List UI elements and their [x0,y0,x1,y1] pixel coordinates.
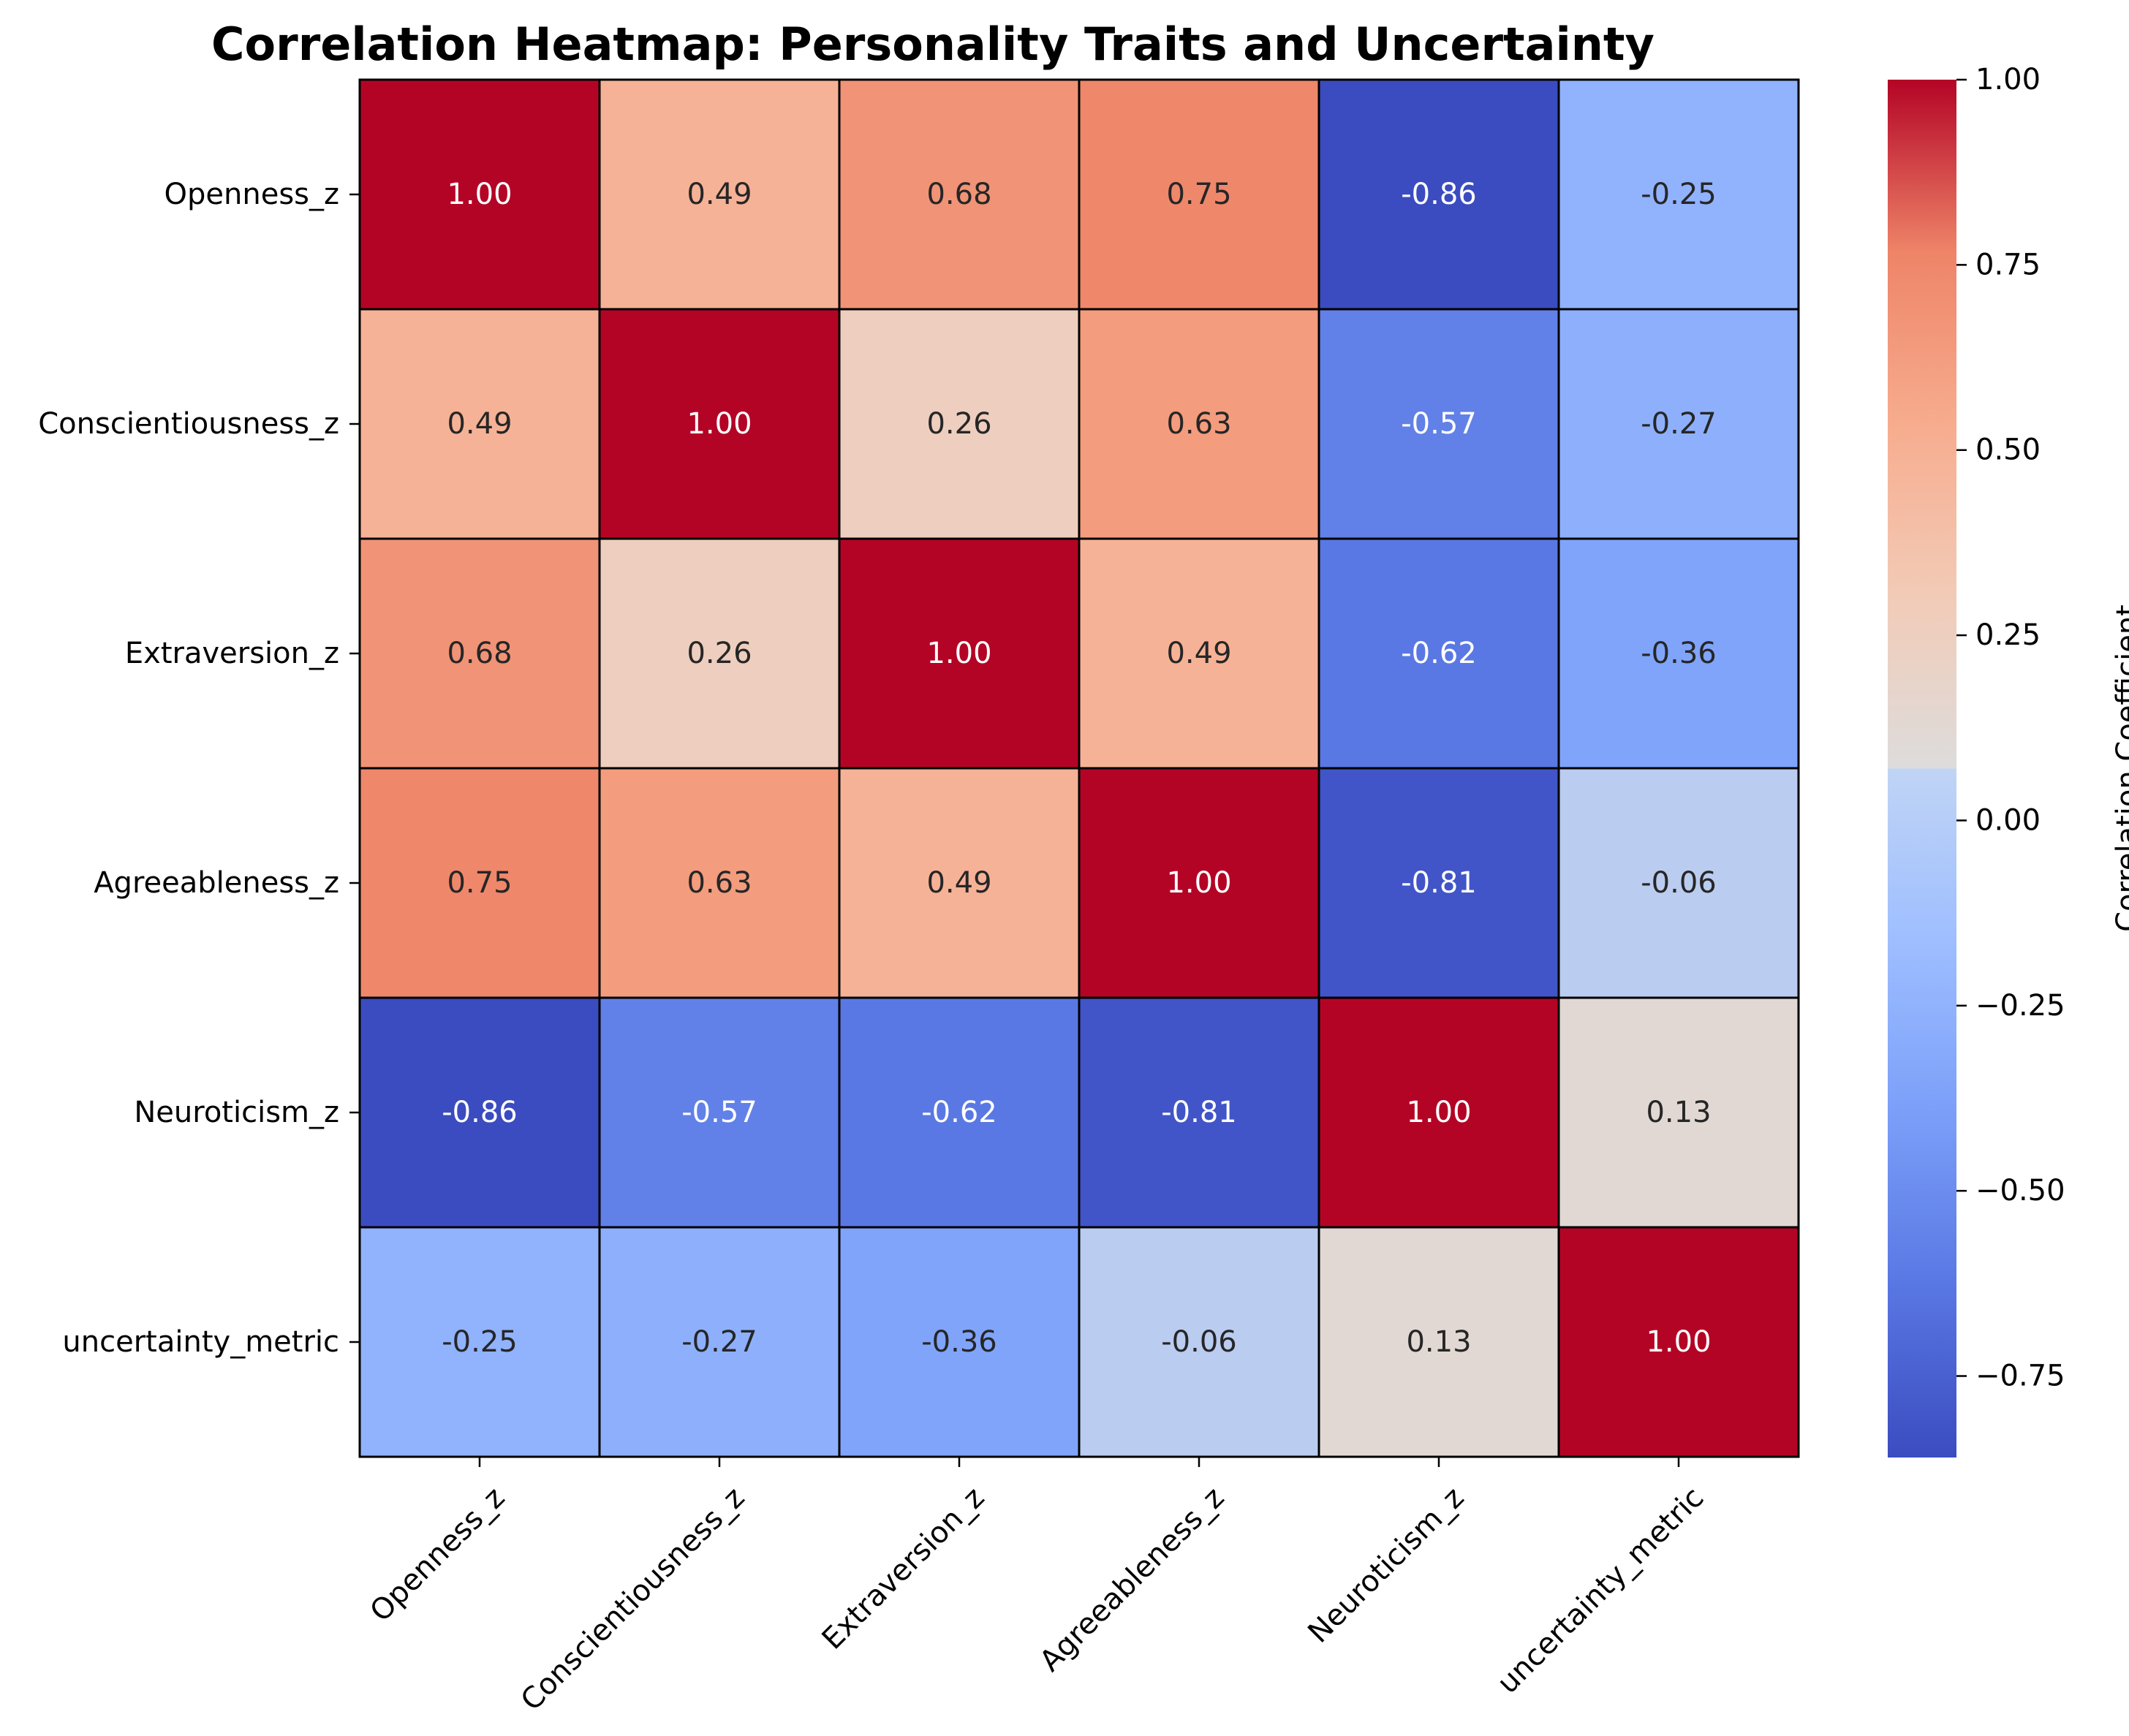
cell-value-label: -0.36 [1641,637,1717,670]
heatmap-cell [1078,537,1320,770]
heatmap-cell [838,537,1081,770]
cell-value-label: -0.36 [921,1325,997,1359]
row-tick-label: uncertainty_metric [62,1325,339,1359]
cell-value-label: 1.00 [447,178,512,211]
heatmap-cell [838,308,1081,540]
cell-value-label: 0.49 [926,866,991,900]
heatmap-cell [838,996,1081,1229]
colorbar-tick-label: 0.75 [1975,248,2041,281]
cell-value-label: 1.00 [1406,1096,1471,1129]
cell-value-label: 0.63 [1166,407,1231,441]
colorbar-tick-label: −0.50 [1975,1174,2065,1208]
heatmap-cell [1557,767,1800,999]
cell-value-label: 0.75 [1166,178,1231,211]
heatmap-cell [1078,308,1320,540]
column-tick-labels: Openness_z Conscientiousness_z Extraversio… [364,1457,1710,1718]
cell-value-label: 0.49 [447,407,512,441]
heatmap-cell [358,537,601,770]
colorbar-tick-label: −0.75 [1975,1360,2065,1393]
cell-value-label: 1.00 [687,407,752,441]
heatmap-cell [1317,1226,1560,1458]
heatmap-cell [598,767,841,999]
heatmap-cell [838,767,1081,999]
heatmap-cell [598,1226,841,1458]
cell-value-label: -0.06 [1161,1325,1237,1359]
heatmap-cell [358,78,601,311]
cell-value-label: -0.57 [681,1096,757,1129]
column-tick-label: Extraversion_z [816,1481,991,1656]
cell-value-label: 0.49 [1166,637,1231,670]
heatmap-cell [1557,1226,1800,1458]
heatmap-cell [838,1226,1081,1458]
row-tick-label: Extraversion_z [125,637,339,670]
cell-value-label: 0.26 [926,407,991,441]
colorbar-tick-label: 1.00 [1975,63,2041,96]
cell-value-label: -0.06 [1641,866,1717,900]
colorbar [1888,80,1956,1458]
heatmap-cell [1557,308,1800,540]
column-tick-label: Openness_z [364,1481,512,1629]
column-tick-label: Agreeableness_z [1033,1481,1230,1678]
heatmap-cell [1557,537,1800,770]
cell-value-label: 0.63 [687,866,752,900]
row-tick-label: Agreeableness_z [94,866,339,900]
cell-value-label: 1.00 [1646,1325,1711,1359]
heatmap-cell [1078,78,1320,311]
heatmap-cells: 1.00 0.49 0.68 0.75 -0.86 -0.25 0.49 1.00 0.26 0.… [358,78,1800,1458]
cell-value-label: -0.27 [681,1325,757,1359]
heatmap-cell [1557,996,1800,1229]
cell-value-label: -0.62 [921,1096,997,1129]
cell-value-label: 0.68 [447,637,512,670]
heatmap-cell [1078,1226,1320,1458]
colorbar-tick-label: −0.25 [1975,989,2065,1023]
cell-value-label: -0.86 [442,1096,518,1129]
heatmap-cell [1317,996,1560,1229]
cell-value-label: 0.68 [926,178,991,211]
cell-value-label: 0.26 [687,637,752,670]
heatmap-cell [598,537,841,770]
cell-value-label: 0.13 [1406,1325,1471,1359]
cell-value-label: -0.86 [1401,178,1477,211]
column-tick-label: Conscientiousness_z [515,1481,752,1718]
cell-value-label: -0.27 [1641,407,1717,441]
colorbar-tick-label: 0.25 [1975,618,2041,652]
cell-value-label: 1.00 [926,637,991,670]
column-tick-label: Neuroticism_z [1301,1481,1470,1650]
heatmap-cell [1557,78,1800,311]
row-tick-label: Neuroticism_z [134,1096,339,1129]
column-tick-label: uncertainty_metric [1491,1481,1710,1700]
colorbar-label: Correlation Coefficient [2111,604,2129,932]
cell-value-label: 0.49 [687,178,752,211]
heatmap-cell [598,308,841,540]
heatmap-cell [1078,767,1320,999]
colorbar-ticks: 1.00 0.75 0.50 0.25 0.00 −0.25 −0.50 −0.75 [1956,63,2065,1393]
cell-value-label: -0.25 [1641,178,1717,211]
cell-value-label: -0.81 [1161,1096,1237,1129]
cell-value-label: -0.25 [442,1325,518,1359]
cell-value-label: 0.75 [447,866,512,900]
cell-value-label: 1.00 [1166,866,1231,900]
heatmap-cell [1317,537,1560,770]
row-tick-label: Openness_z [165,178,339,211]
row-tick-label: Conscientiousness_z [38,407,339,441]
cell-value-label: -0.57 [1401,407,1477,441]
chart-title: Correlation Heatmap: Personality Traits … [211,18,1655,71]
row-tick-labels: Openness_z Conscientiousness_z Extraversio… [38,178,360,1359]
cell-value-label: -0.81 [1401,866,1477,900]
cell-value-label: -0.62 [1401,637,1477,670]
colorbar-tick-label: 0.00 [1975,803,2041,837]
colorbar-tick-label: 0.50 [1975,433,2041,467]
cell-value-label: 0.13 [1646,1096,1711,1129]
heatmap-cell [1317,308,1560,540]
